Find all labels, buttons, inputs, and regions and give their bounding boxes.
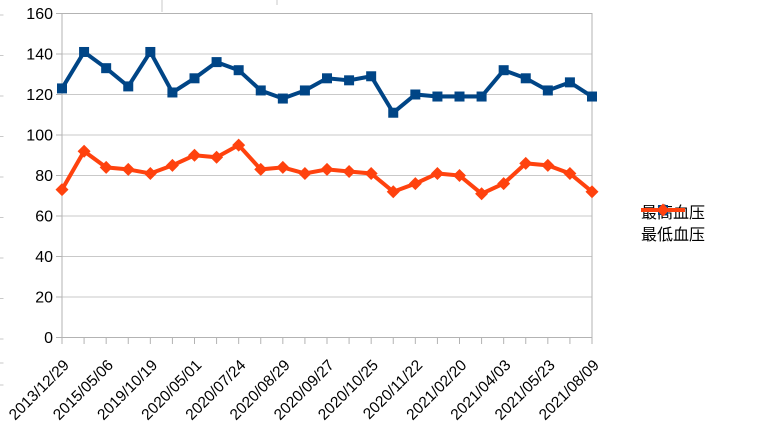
- legend-label-low: 最低血压: [641, 227, 706, 244]
- y-axis-label: 40: [35, 249, 53, 266]
- data-point-marker: [143, 166, 157, 180]
- data-point-marker: [322, 73, 332, 84]
- data-point-marker: [497, 177, 511, 191]
- y-axis-label: 100: [26, 128, 53, 145]
- data-point-marker: [145, 46, 156, 57]
- data-point-marker: [99, 160, 113, 174]
- data-point-marker: [79, 46, 90, 57]
- y-axis-label: 0: [44, 330, 53, 347]
- data-point-marker: [277, 93, 288, 104]
- data-point-marker: [408, 177, 422, 191]
- data-point-marker: [364, 166, 378, 180]
- data-point-marker: [276, 160, 290, 174]
- data-point-marker: [121, 162, 135, 176]
- data-point-marker: [123, 81, 134, 92]
- y-axis-label: 60: [35, 209, 53, 226]
- data-point-marker: [55, 183, 69, 197]
- data-point-marker: [564, 77, 575, 88]
- data-point-marker: [344, 75, 355, 86]
- data-point-marker: [587, 91, 597, 102]
- data-point-marker: [255, 85, 266, 96]
- data-point-marker: [520, 73, 531, 84]
- data-point-marker: [189, 73, 200, 84]
- data-point-marker: [165, 158, 179, 172]
- y-axis-label: 160: [26, 6, 53, 23]
- data-point-marker: [232, 138, 246, 152]
- data-point-marker: [432, 91, 443, 102]
- data-point-marker: [211, 57, 222, 68]
- legend: 最高血压 最低血压: [641, 203, 705, 247]
- data-point-marker: [386, 185, 400, 199]
- y-axis-label: 140: [26, 47, 53, 64]
- data-point-marker: [77, 144, 91, 158]
- data-point-marker: [498, 65, 509, 76]
- data-point-marker: [585, 185, 599, 199]
- data-point-marker: [410, 89, 421, 100]
- data-point-marker: [388, 107, 399, 118]
- data-point-marker: [476, 91, 487, 102]
- data-point-marker: [430, 166, 444, 180]
- data-point-marker: [541, 158, 555, 172]
- y-axis-label: 20: [35, 290, 53, 307]
- data-point-marker: [320, 162, 334, 176]
- data-point-marker: [233, 65, 244, 76]
- data-point-marker: [57, 83, 67, 94]
- data-point-marker: [188, 148, 201, 162]
- data-point-marker: [298, 166, 312, 180]
- data-point-marker: [454, 91, 465, 102]
- y-axis-label: 120: [26, 87, 53, 104]
- data-point-marker: [101, 63, 112, 74]
- data-point-marker: [563, 166, 577, 180]
- data-point-marker: [475, 187, 489, 201]
- data-point-marker: [342, 164, 356, 178]
- data-point-marker: [299, 85, 310, 96]
- data-point-marker: [519, 156, 533, 170]
- y-axis-label: 80: [35, 168, 53, 185]
- data-point-marker: [167, 87, 178, 98]
- data-point-marker: [210, 150, 224, 164]
- data-point-marker: [366, 71, 377, 82]
- legend-line-diamond-icon: [641, 203, 685, 217]
- data-point-marker: [254, 162, 268, 176]
- data-point-marker: [542, 85, 553, 96]
- legend-item-low[interactable]: 最低血压: [641, 203, 706, 247]
- data-point-marker: [453, 169, 466, 182]
